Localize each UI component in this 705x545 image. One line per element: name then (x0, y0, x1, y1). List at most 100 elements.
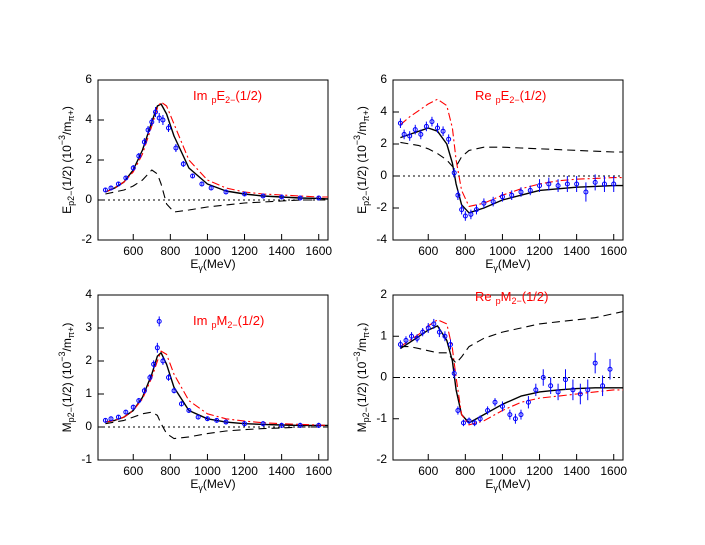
text-part: M (216, 313, 227, 328)
x-tick-label: 1400 (563, 244, 590, 258)
data-point (136, 398, 142, 404)
y-axis-label: Mp2−(1/2) (10−3/mπ+) (57, 323, 76, 433)
text-part: γ (198, 263, 203, 273)
data-point (316, 195, 322, 201)
data-point (555, 183, 561, 189)
curve (105, 352, 328, 427)
y-tick-label: 4 (380, 104, 387, 118)
data-point (297, 195, 303, 201)
data-point (401, 131, 407, 137)
data-point (316, 422, 322, 428)
panel-title: Re pM2−(1/2) (475, 289, 548, 306)
data-point (156, 115, 162, 121)
y-tick-label: 0 (85, 192, 92, 206)
data-point (141, 388, 147, 394)
x-axis-label: Eγ(MeV) (190, 257, 235, 273)
data-point (601, 181, 607, 187)
data-point (448, 342, 453, 347)
data-point (160, 117, 166, 123)
data-point (592, 179, 598, 185)
text-part: 2− (227, 320, 237, 330)
data-point (186, 408, 192, 413)
data-point (130, 165, 136, 171)
curve (400, 325, 623, 424)
text-part: (MeV) (498, 477, 531, 491)
text-part: ) (355, 323, 369, 327)
data-point (431, 321, 437, 327)
y-tick-label: 2 (85, 353, 92, 367)
curve (105, 103, 328, 200)
text-part: Im (193, 88, 207, 103)
data-point (527, 187, 533, 193)
data-point (455, 192, 461, 198)
data-point (446, 136, 452, 142)
text-part: (1/2) (235, 88, 262, 103)
data-point (149, 119, 155, 125)
data-point (518, 412, 524, 418)
data-point (533, 387, 539, 393)
text-part: −3 (57, 351, 67, 361)
data-point (600, 383, 606, 389)
data-point (481, 200, 487, 206)
y-tick-label: 6 (85, 72, 92, 86)
data-point (297, 422, 303, 428)
y-tick-label: 2 (85, 152, 92, 166)
text-part: p2− (361, 407, 371, 422)
data-point (123, 409, 129, 415)
data-point (583, 189, 589, 195)
text-part: (1/2) (238, 313, 265, 328)
x-tick-label: 800 (455, 464, 475, 478)
data-point (180, 161, 186, 167)
x-tick-label: 1400 (563, 464, 590, 478)
curve (400, 319, 623, 426)
data-point (412, 127, 418, 133)
text-part: E (60, 206, 74, 214)
curve (105, 411, 328, 440)
text-part: π+ (66, 110, 76, 121)
y-tick-label: -1 (376, 411, 387, 425)
x-axis-label: Eγ(MeV) (190, 477, 235, 493)
data-point (518, 189, 524, 195)
x-tick-label: 1600 (600, 464, 627, 478)
text-part: −3 (352, 351, 362, 361)
data-point (108, 416, 114, 422)
data-point (153, 109, 158, 115)
text-part: (MeV) (498, 257, 531, 271)
text-part: γ (493, 483, 498, 493)
data-point (468, 211, 474, 217)
y-tick-label: 0 (380, 168, 387, 182)
text-part: p (496, 296, 501, 306)
data-point (477, 416, 483, 422)
text-part: (1/2) (10 (355, 145, 369, 191)
text-part: /m (355, 338, 369, 351)
curve (105, 101, 328, 198)
plot-content (102, 101, 328, 213)
x-tick-label: 600 (418, 244, 438, 258)
text-part: (1/2) (520, 88, 547, 103)
x-tick-label: 1000 (194, 464, 221, 478)
x-tick-label: 1200 (231, 244, 258, 258)
data-point (403, 337, 409, 343)
text-part: 2− (511, 296, 521, 306)
text-part: p2− (66, 191, 76, 206)
data-point (485, 408, 491, 413)
data-point (499, 194, 505, 200)
curve (400, 98, 623, 207)
data-point (223, 419, 229, 425)
data-point (555, 389, 561, 395)
data-point (455, 408, 461, 413)
curve (400, 127, 623, 214)
data-point (537, 183, 543, 189)
text-part: −3 (352, 135, 362, 145)
text-part: 2− (225, 95, 235, 105)
x-tick-label: 1200 (526, 244, 553, 258)
text-part: E (485, 257, 493, 271)
data-point (156, 318, 162, 324)
text-part: Re (475, 289, 492, 304)
data-point (223, 189, 229, 195)
data-point (462, 213, 468, 219)
y-tick-label: 4 (85, 287, 92, 301)
data-point (409, 333, 415, 339)
